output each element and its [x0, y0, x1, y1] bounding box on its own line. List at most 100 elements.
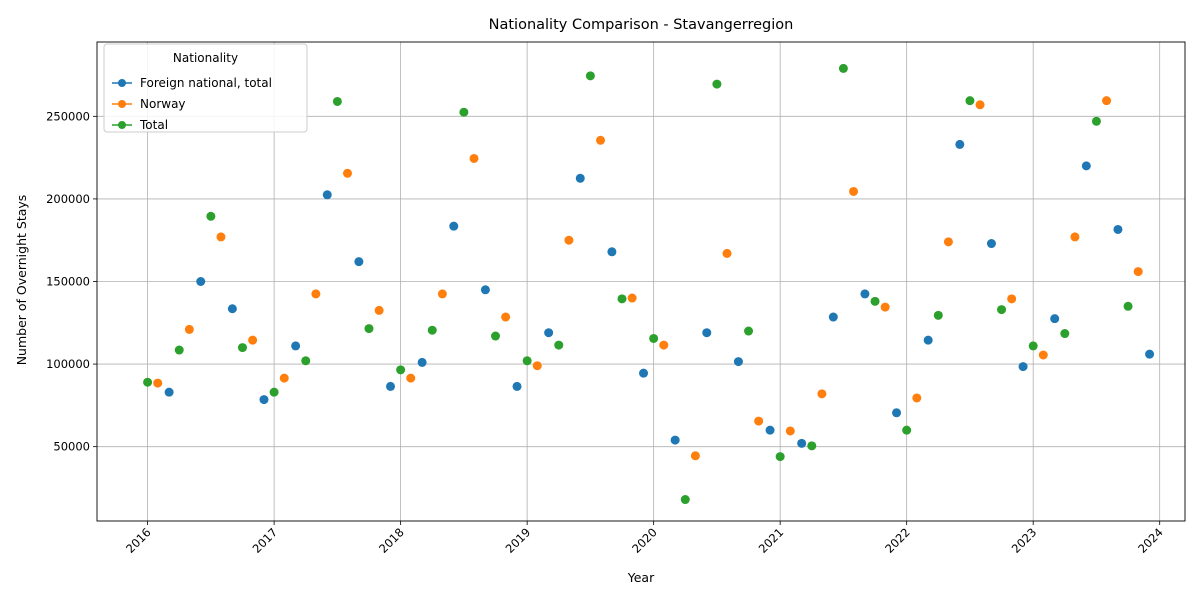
data-point: [459, 107, 469, 117]
chart-title: Nationality Comparison - Stavangerregion: [489, 17, 794, 33]
y-tick-label: 50000: [53, 440, 90, 454]
x-axis-label: Year: [627, 570, 655, 585]
data-point: [722, 248, 732, 258]
legend-box: [103, 43, 308, 133]
data-point: [1102, 96, 1112, 106]
data-point: [955, 139, 965, 149]
data-point: [374, 305, 384, 315]
data-point: [912, 393, 922, 403]
data-point: [364, 324, 374, 334]
data-point: [216, 232, 226, 242]
data-point: [1113, 224, 1123, 234]
data-point: [437, 289, 447, 299]
data-point: [659, 340, 669, 350]
data-point: [1060, 329, 1070, 339]
data-point: [544, 328, 554, 338]
data-point: [342, 168, 352, 178]
legend-item: Total: [112, 118, 168, 132]
data-point: [1028, 341, 1038, 351]
data-point: [1038, 350, 1048, 360]
data-point: [1050, 314, 1060, 324]
legend: Nationality Foreign national, total Norway…: [103, 43, 308, 133]
data-point: [153, 378, 163, 388]
data-point: [291, 341, 301, 351]
data-point: [279, 373, 289, 383]
data-point: [828, 312, 838, 322]
data-point: [617, 294, 627, 304]
data-point: [870, 296, 880, 306]
data-point: [227, 304, 237, 314]
data-point: [1018, 362, 1028, 372]
y-tick-label: 100000: [46, 357, 90, 371]
data-point: [680, 495, 690, 505]
y-tick-label: 150000: [46, 275, 90, 289]
data-point: [575, 173, 585, 183]
data-point: [860, 289, 870, 299]
data-point: [386, 381, 396, 391]
data-point: [206, 211, 216, 221]
y-tick-label: 250000: [46, 109, 90, 123]
data-point: [184, 324, 194, 334]
data-point: [491, 331, 501, 341]
data-point: [733, 357, 743, 367]
series-1: [153, 96, 1143, 461]
data-point: [269, 387, 279, 397]
legend-label: Foreign national, total: [140, 76, 272, 90]
data-point: [554, 340, 564, 350]
data-point: [670, 435, 680, 445]
data-point: [639, 368, 649, 378]
data-point: [332, 96, 342, 106]
data-point: [469, 153, 479, 163]
data-point: [997, 305, 1007, 315]
data-point: [627, 293, 637, 303]
data-point: [965, 96, 975, 106]
data-point: [596, 135, 606, 145]
data-point: [322, 190, 332, 200]
data-point: [174, 345, 184, 355]
data-point: [164, 387, 174, 397]
legend-marker: [118, 121, 126, 129]
data-point: [880, 302, 890, 312]
data-point: [986, 239, 996, 249]
data-point: [607, 247, 617, 257]
series-2: [143, 63, 1133, 505]
data-point: [480, 285, 490, 295]
legend-title: Nationality: [173, 51, 238, 65]
data-point: [702, 328, 712, 338]
data-point: [817, 389, 827, 399]
data-point: [1081, 161, 1091, 171]
data-point: [354, 257, 364, 267]
data-point: [775, 452, 785, 462]
data-point: [712, 79, 722, 89]
data-point: [744, 326, 754, 336]
data-point: [585, 71, 595, 81]
data-points: [143, 63, 1155, 505]
data-point: [754, 416, 764, 426]
data-point: [449, 221, 459, 231]
legend-marker: [118, 79, 126, 87]
data-point: [902, 425, 912, 435]
data-point: [943, 237, 953, 247]
legend-label: Norway: [140, 97, 186, 111]
data-point: [923, 335, 933, 345]
data-point: [1070, 232, 1080, 242]
data-point: [564, 235, 574, 245]
data-point: [765, 425, 775, 435]
data-point: [522, 356, 532, 366]
data-point: [690, 451, 700, 461]
data-point: [975, 100, 985, 110]
data-point: [501, 312, 511, 322]
legend-label: Total: [139, 118, 168, 132]
data-point: [785, 426, 795, 436]
data-point: [807, 441, 817, 451]
legend-item: Foreign national, total: [112, 76, 272, 90]
data-point: [237, 343, 247, 353]
data-point: [301, 356, 311, 366]
data-point: [406, 373, 416, 383]
data-point: [532, 361, 542, 371]
legend-marker: [118, 100, 126, 108]
data-point: [259, 395, 269, 405]
series-0: [164, 139, 1155, 448]
data-point: [1145, 349, 1155, 359]
